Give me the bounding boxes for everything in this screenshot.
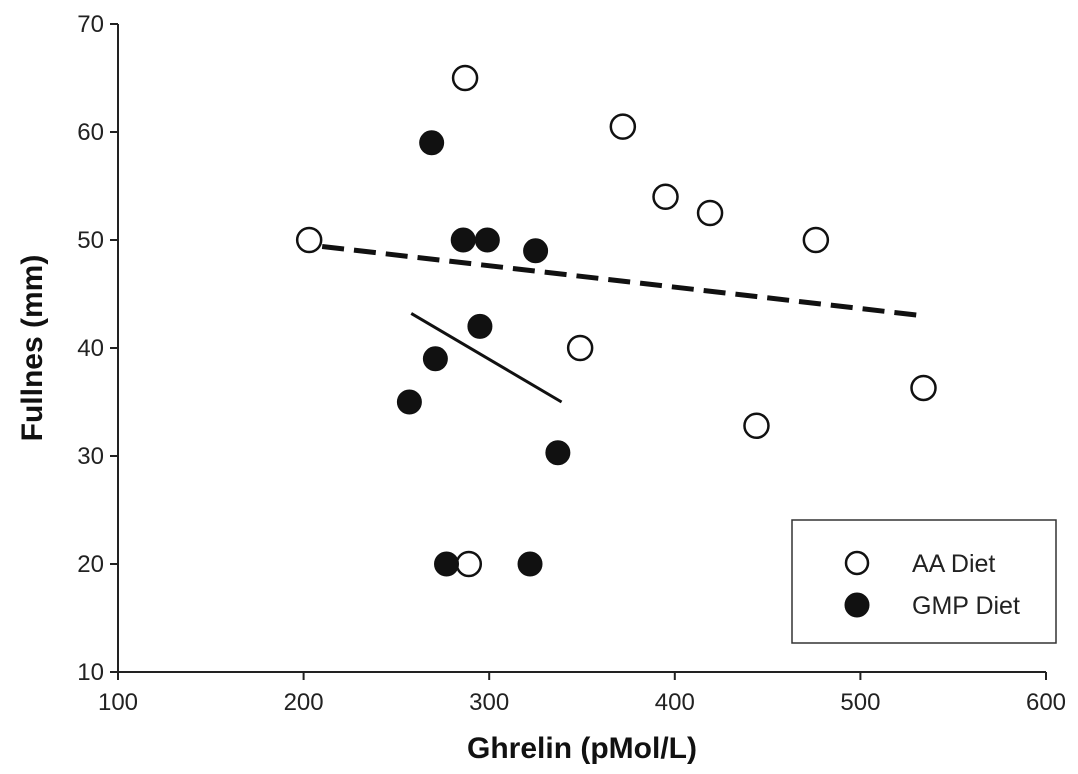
data-point-aa-diet xyxy=(910,374,937,402)
y-tick-label: 10 xyxy=(77,659,104,686)
data-point-aa-diet xyxy=(451,64,479,92)
legend: AA Diet GMP Diet xyxy=(791,519,1057,644)
data-point-aa-diet xyxy=(566,334,594,362)
y-tick-label: 40 xyxy=(77,335,104,362)
data-point-gmp-diet xyxy=(467,313,493,339)
data-point-aa-diet xyxy=(455,550,483,578)
y-tick-label: 50 xyxy=(77,227,104,254)
legend-marker-aa-diet xyxy=(844,550,870,576)
data-point-aa-diet xyxy=(696,199,724,227)
x-axis-title: Ghrelin (pMol/L) xyxy=(467,732,697,765)
data-point-gmp-diet xyxy=(523,238,549,264)
data-point-aa-diet xyxy=(743,412,770,440)
trendline-gmp-diet xyxy=(410,312,563,404)
x-tick-label: 500 xyxy=(840,689,880,716)
legend-box xyxy=(791,519,1057,644)
x-tick-label: 300 xyxy=(469,689,509,716)
legend-label-aa-diet: AA Diet xyxy=(912,550,995,578)
data-point-aa-diet xyxy=(609,113,637,140)
data-point-gmp-diet xyxy=(517,551,543,577)
trendline-aa-diet xyxy=(321,243,922,319)
y-tick-label: 60 xyxy=(77,119,104,146)
x-tick-label: 100 xyxy=(98,689,138,716)
data-point-gmp-diet xyxy=(545,440,571,466)
data-point-gmp-diet xyxy=(450,227,476,253)
y-ticks: 10 20 30 40 50 60 70 xyxy=(77,11,118,686)
y-axis-title: Fullnes (mm) xyxy=(16,255,49,442)
x-tick-label: 400 xyxy=(655,689,695,716)
plot-area: 100 200 300 400 500 600 10 20 30 40 50 60 70 xyxy=(77,11,1066,716)
data-point-gmp-diet xyxy=(434,551,460,577)
legend-marker-gmp-diet xyxy=(844,592,870,618)
data-point-gmp-diet xyxy=(419,130,445,156)
data-point-gmp-diet xyxy=(396,389,422,415)
data-point-gmp-diet xyxy=(474,227,500,253)
x-tick-label: 200 xyxy=(284,689,324,716)
data-point-gmp-diet xyxy=(422,346,448,372)
y-tick-label: 30 xyxy=(77,443,104,470)
x-ticks: 100 200 300 400 500 600 xyxy=(98,672,1066,716)
legend-label-gmp-diet: GMP Diet xyxy=(912,592,1020,620)
data-points xyxy=(295,64,937,578)
y-tick-label: 70 xyxy=(77,11,104,38)
trendlines xyxy=(321,243,922,404)
x-tick-label: 600 xyxy=(1026,689,1066,716)
data-point-aa-diet xyxy=(802,226,830,254)
data-point-aa-diet xyxy=(652,183,679,211)
data-point-aa-diet xyxy=(295,226,323,254)
y-tick-label: 20 xyxy=(77,551,104,578)
